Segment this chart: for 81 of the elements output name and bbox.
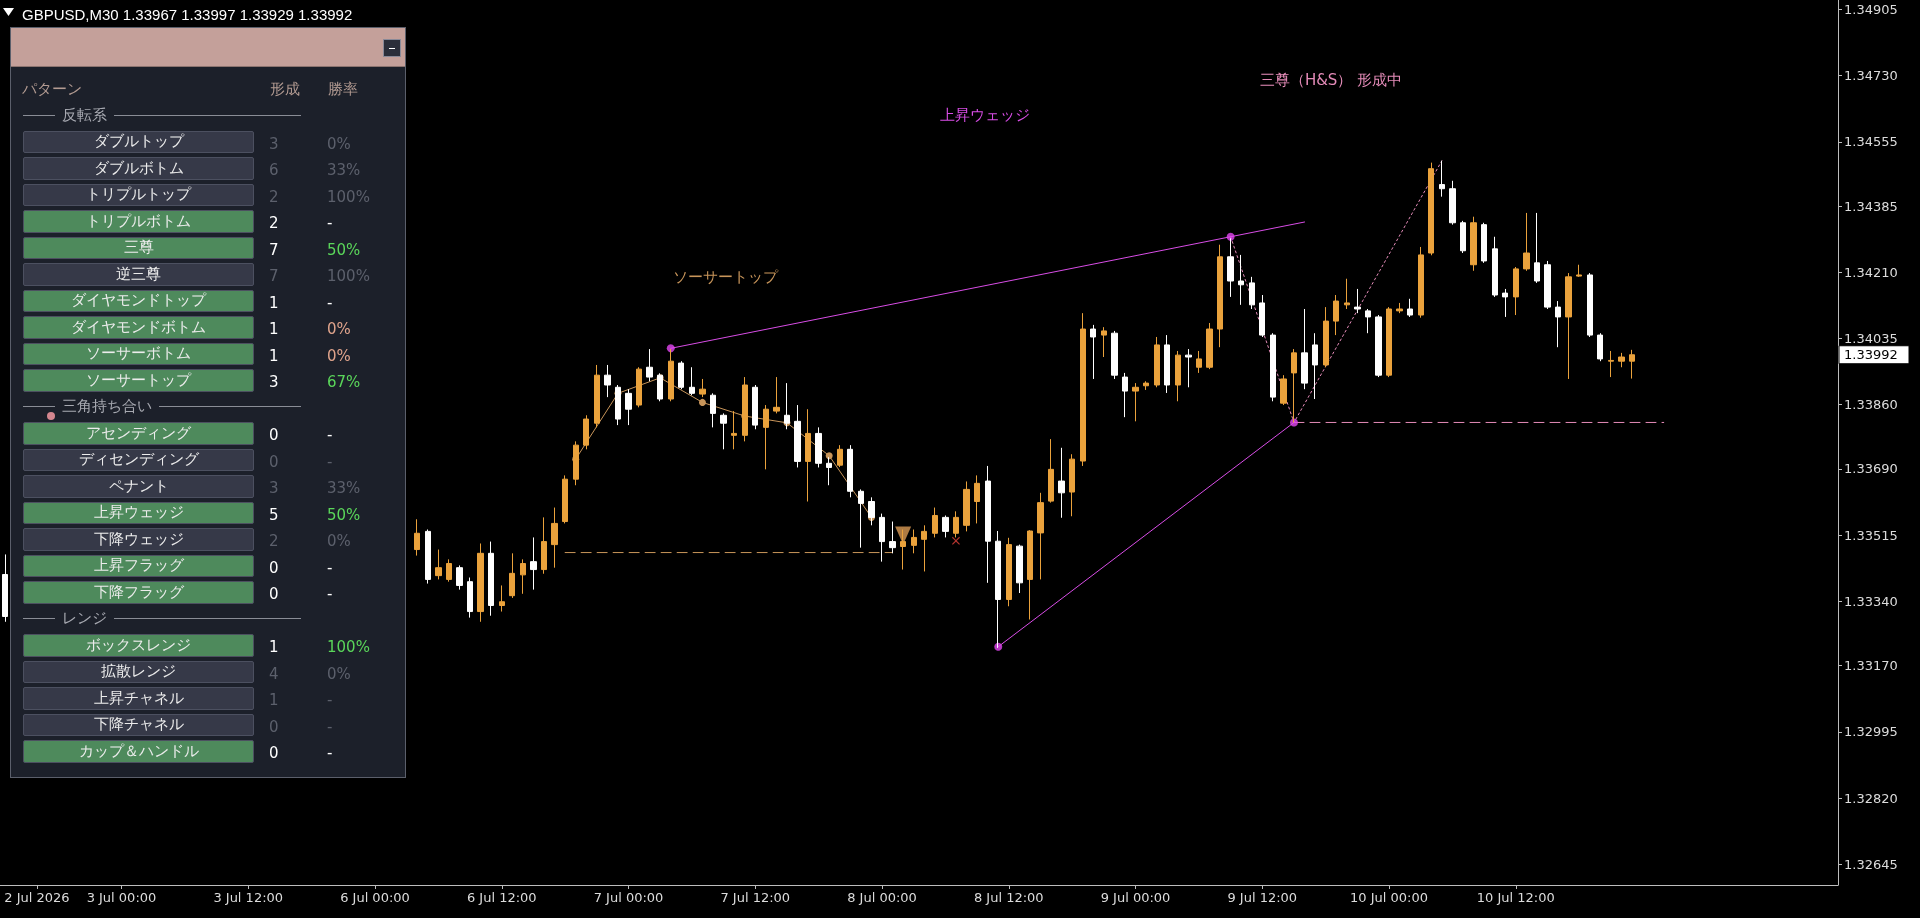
category-label: ダイヤモンドトップ: [23, 289, 254, 312]
data-label: 5: [269, 504, 279, 526]
category-label: ボックスレンジ: [23, 634, 254, 657]
x-tick-label: 9 Jul 00:00: [1100, 890, 1171, 905]
y-tick-label: 1.34555: [1844, 134, 1898, 150]
category-label: 逆三尊: [23, 263, 254, 286]
chart-title: GBPUSD,M30 1.33967 1.33997 1.33929 1.33992: [22, 6, 353, 23]
y-tick-label: 1.34210: [1844, 264, 1898, 280]
x-tick-label: 8 Jul 00:00: [847, 890, 917, 905]
x-tick-label: 3 Jul 00:00: [86, 890, 157, 905]
category-label: トリプルトップ: [23, 183, 254, 206]
data-label: 1: [269, 690, 279, 711]
category-label: 三尊: [23, 236, 254, 259]
data-label: 0: [269, 557, 279, 579]
category-label: ペナント: [23, 475, 254, 498]
data-label: 7: [269, 266, 279, 287]
category-label: ディセンディング: [23, 448, 254, 471]
y-tick-label: 1.32995: [1844, 724, 1898, 740]
x-tick-label: 7 Jul 12:00: [720, 890, 791, 905]
data-label: 2: [269, 213, 279, 234]
data-label: 2: [269, 186, 279, 208]
y-tick-label: 1.32645: [1844, 856, 1898, 872]
data-label: 2: [269, 531, 279, 552]
category-label: 上昇フラッグ: [23, 554, 254, 577]
data-label: 1: [269, 637, 279, 658]
category-label: 拡散レンジ: [23, 660, 254, 683]
category-label: ダブルトップ: [23, 130, 254, 153]
annotation: 三尊（H&S） 形成中: [1259, 71, 1403, 89]
annotation: 上昇ウェッジ: [940, 106, 1030, 124]
x-tick-label: 3 Jul 12:00: [213, 890, 284, 905]
x-tick-label: 6 Jul 12:00: [466, 890, 537, 905]
category-label: 下降ウェッジ: [23, 528, 254, 551]
data-label: 4: [269, 663, 279, 685]
y-tick-label: 1.33860: [1844, 397, 1898, 413]
x-tick-label: 10 Jul 00:00: [1350, 890, 1429, 905]
annotation: ソーサートップ: [672, 268, 779, 286]
category-label: ダイヤモンドボトム: [23, 316, 254, 339]
text: パターン: [22, 79, 82, 100]
category-label: 下降フラッグ: [23, 581, 254, 604]
y-tick-label: 1.33340: [1844, 593, 1898, 609]
category-label: 下降チャネル: [23, 713, 254, 736]
data-label: 3: [269, 133, 279, 155]
y-tick-label: 1.34035: [1844, 330, 1898, 346]
data-label: 0: [269, 716, 279, 738]
data-label: 0: [269, 451, 279, 473]
x-tick-label: 10 Jul 12:00: [1476, 890, 1555, 905]
y-tick-label: 1.34385: [1844, 198, 1898, 214]
category-label: 三角持ち合い: [61, 397, 153, 417]
category-label: ソーサーボトム: [23, 342, 254, 365]
category-label: レンジ: [61, 609, 108, 629]
category-label: ソーサートップ: [23, 369, 254, 392]
category-label: トリプルボトム: [23, 210, 254, 233]
data-label: 0: [269, 425, 279, 446]
x-tick-label: 9 Jul 12:00: [1227, 890, 1298, 905]
x-tick-label: 2 Jul 2026: [4, 890, 70, 905]
category-label: アセンディング: [23, 422, 254, 445]
y-tick-label: 1.32820: [1844, 790, 1898, 806]
category-label: ダブルボトム: [23, 157, 254, 180]
data-label: 1: [269, 292, 279, 314]
series-label: 形成: [270, 79, 300, 100]
y-tick-label: 1.34905: [1844, 1, 1898, 17]
data-label: 1: [269, 319, 279, 340]
y-tick-label: 1.33690: [1844, 461, 1898, 477]
x-tick-label: 8 Jul 12:00: [973, 890, 1044, 905]
y-tick-label: 1.34730: [1844, 68, 1898, 84]
data-label: 7: [269, 239, 279, 261]
category-label: 上昇ウェッジ: [23, 501, 254, 524]
data-label: 3: [269, 478, 279, 499]
data-label: 6: [269, 160, 279, 181]
x-tick-label: 7 Jul 00:00: [593, 890, 664, 905]
data-label: 0: [269, 584, 279, 605]
category-label: 上昇チャネル: [23, 687, 254, 710]
y-tick-label: 1.33515: [1844, 527, 1898, 543]
category-label: カップ＆ハンドル: [23, 740, 254, 763]
data-label: 3: [269, 372, 279, 393]
text: 1.33992: [1844, 347, 1898, 363]
category-label: 反転系: [61, 105, 108, 125]
x-tick-label: 6 Jul 00:00: [340, 890, 410, 905]
y-tick-label: 1.33170: [1844, 658, 1898, 674]
data-label: 0: [269, 743, 279, 764]
data-label: 1: [269, 345, 279, 367]
